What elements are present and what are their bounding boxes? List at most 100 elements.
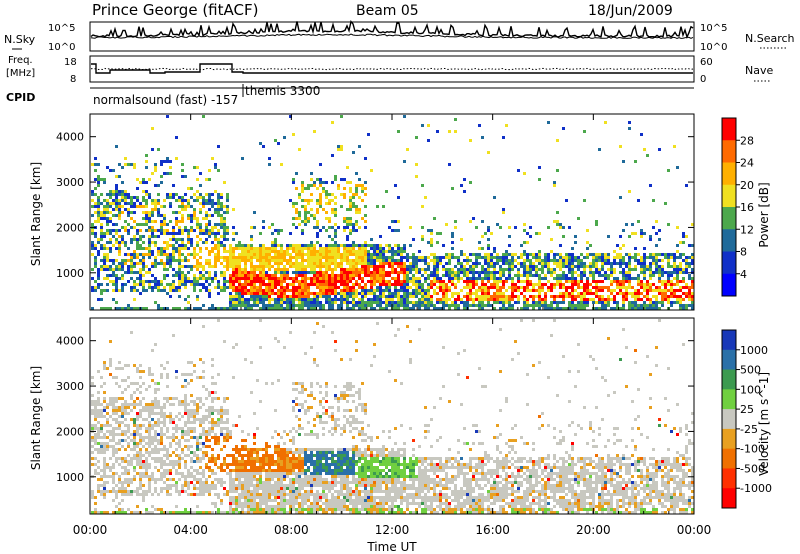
heatmap-cell (337, 274, 340, 277)
heatmap-cell (499, 307, 502, 310)
heatmap-cell (292, 286, 295, 289)
heatmap-cell (127, 193, 130, 196)
heatmap-cell (214, 439, 217, 442)
heatmap-cell (514, 289, 517, 292)
heatmap-cell (136, 241, 139, 244)
heatmap-cell (493, 250, 496, 253)
heatmap-cell (184, 406, 187, 409)
heatmap-cell (196, 460, 199, 463)
heatmap-cell (349, 259, 352, 262)
nsearch-trace (90, 33, 694, 40)
heatmap-cell (124, 457, 127, 460)
heatmap-cell (238, 247, 241, 250)
heatmap-cell (136, 418, 139, 421)
heatmap-cell (163, 262, 166, 265)
heatmap-cell (166, 427, 169, 430)
heatmap-cell (436, 256, 439, 259)
heatmap-cell (208, 277, 211, 280)
heatmap-cell (475, 277, 478, 280)
heatmap-cell (154, 424, 157, 427)
heatmap-cell (316, 223, 319, 226)
heatmap-cell (127, 385, 130, 388)
heatmap-cell (196, 409, 199, 412)
heatmap-cell (484, 286, 487, 289)
heatmap-cell (328, 274, 331, 277)
heatmap-cell (157, 280, 160, 283)
heatmap-cell (184, 409, 187, 412)
heatmap-cell (430, 280, 433, 283)
heatmap-cell (661, 274, 664, 277)
heatmap-cell (223, 283, 226, 286)
heatmap-cell (103, 307, 106, 310)
heatmap-cell (97, 220, 100, 223)
heatmap-cell (133, 196, 136, 199)
heatmap-cell (325, 292, 328, 295)
heatmap-cell (139, 427, 142, 430)
heatmap-cell (268, 277, 271, 280)
heatmap-cell (307, 259, 310, 262)
heatmap-cell (448, 289, 451, 292)
heatmap-cell (676, 274, 679, 277)
heatmap-cell (142, 472, 145, 475)
heatmap-cell (526, 268, 529, 271)
heatmap-cell (655, 295, 658, 298)
heatmap-cell (292, 178, 295, 181)
heatmap-cell (445, 286, 448, 289)
heatmap-cell (355, 193, 358, 196)
heatmap-cell (121, 403, 124, 406)
heatmap-cell (583, 256, 586, 259)
heatmap-cell (208, 421, 211, 424)
heatmap-cell (217, 259, 220, 262)
heatmap-cell (112, 268, 115, 271)
heatmap-cell (325, 295, 328, 298)
heatmap-cell (295, 295, 298, 298)
heatmap-cell (358, 268, 361, 271)
heatmap-cell (637, 307, 640, 310)
heatmap-cell (154, 277, 157, 280)
heatmap-cell (106, 256, 109, 259)
heatmap-cell (262, 295, 265, 298)
heatmap-cell (247, 253, 250, 256)
heatmap-cell (238, 286, 241, 289)
heatmap-cell (223, 220, 226, 223)
heatmap-cell (307, 184, 310, 187)
heatmap-cell (679, 262, 682, 265)
heatmap-cell (493, 307, 496, 310)
heatmap-cell (211, 511, 214, 514)
heatmap-cell (181, 220, 184, 223)
heatmap-cell (403, 274, 406, 277)
heatmap-cell (478, 274, 481, 277)
heatmap-cell (160, 307, 163, 310)
heatmap-cell (430, 283, 433, 286)
heatmap-cell (115, 223, 118, 226)
heatmap-cell (265, 283, 268, 286)
heatmap-cell (463, 301, 466, 304)
heatmap-cell (562, 301, 565, 304)
heatmap-cell (517, 289, 520, 292)
heatmap-cell (493, 277, 496, 280)
heatmap-cell (94, 235, 97, 238)
heatmap-cell (310, 250, 313, 253)
heatmap-cell (523, 274, 526, 277)
heatmap-cell (244, 289, 247, 292)
heatmap-cell (346, 295, 349, 298)
heatmap-cell (157, 208, 160, 211)
heatmap-cell (142, 283, 145, 286)
heatmap-cell (607, 301, 610, 304)
heatmap-cell (130, 289, 133, 292)
heatmap-cell (178, 412, 181, 415)
heatmap-cell (103, 205, 106, 208)
heatmap-cell (157, 235, 160, 238)
heatmap-cell (307, 271, 310, 274)
heatmap-cell (151, 226, 154, 229)
heatmap-cell (193, 484, 196, 487)
heatmap-cell (121, 430, 124, 433)
heatmap-cell (580, 259, 583, 262)
heatmap-cell (439, 301, 442, 304)
heatmap-cell (157, 289, 160, 292)
heatmap-cell (523, 280, 526, 283)
heatmap-cell (682, 232, 685, 235)
heatmap-cell (103, 199, 106, 202)
heatmap-cell (577, 292, 580, 295)
heatmap-cell (244, 283, 247, 286)
